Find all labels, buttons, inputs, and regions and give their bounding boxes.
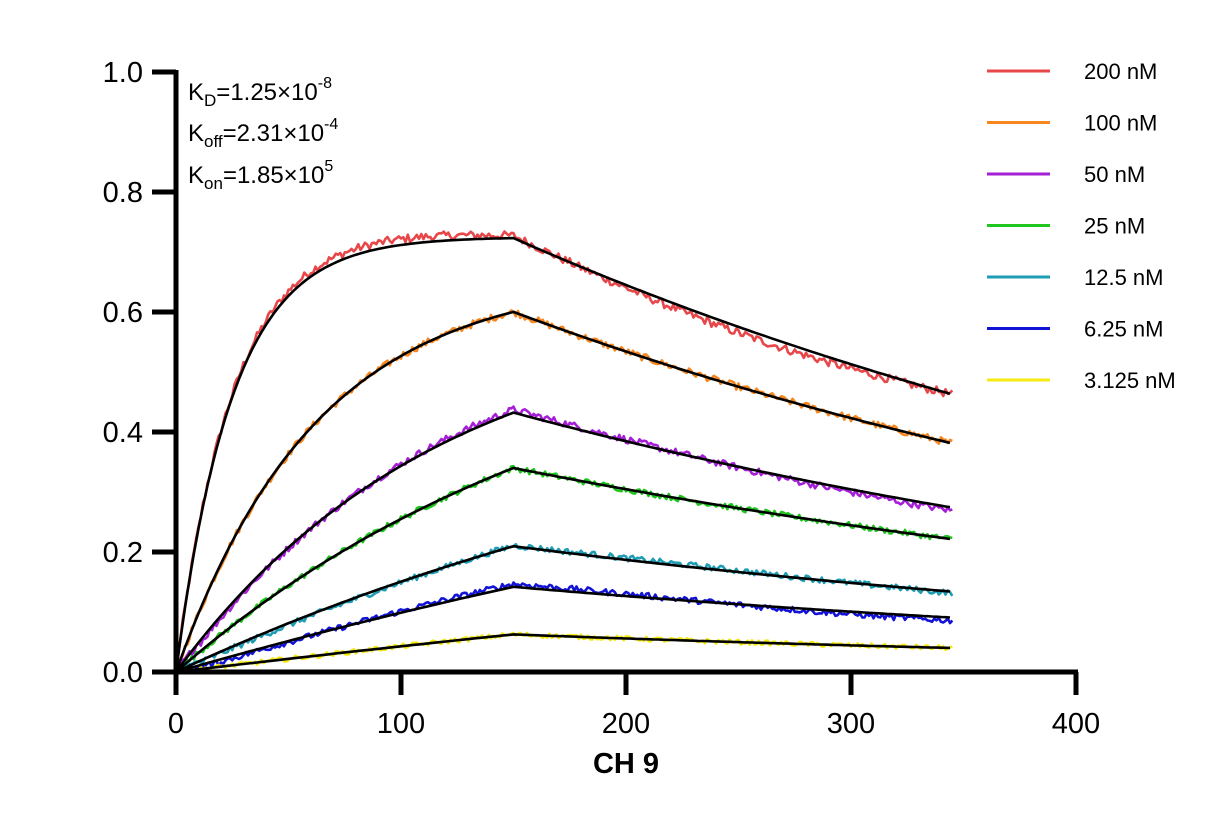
kd-annotation: KD=1.25×10-8	[188, 75, 332, 110]
y-tick-label: 0.8	[103, 177, 143, 209]
y-tick-label: 0.0	[103, 657, 143, 689]
koff-eq: =2.31×10	[223, 120, 324, 147]
kon-eq: =1.85×10	[223, 162, 324, 189]
fit-curve	[175, 544, 951, 674]
y-axis-ticks: 0.0 0.2 0.4 0.6 0.8 1.0	[103, 57, 176, 689]
x-tick-label: 400	[1052, 708, 1100, 740]
x-tick-label: 0	[168, 708, 184, 740]
x-axis-ticks: 0 100 200 300 400	[168, 672, 1100, 740]
fit-curves-overlay	[174, 236, 951, 674]
series-line-12_5-nM	[175, 542, 954, 674]
x-tick-label: 100	[377, 708, 425, 740]
koff-annotation: Koff=2.31×10-4	[188, 116, 338, 151]
y-tick-label: 0.2	[103, 537, 143, 569]
koff-sub: off	[204, 132, 223, 151]
kinetics-annotations: KD=1.25×10-8 Koff=2.31×10-4 Kon=1.85×105	[188, 75, 338, 193]
kon-exp: 5	[324, 158, 333, 175]
legend-label: 6.25 nM	[1084, 317, 1164, 342]
fit-curve	[174, 411, 951, 673]
legend-label: 100 nM	[1084, 111, 1157, 136]
x-axis-label: CH 9	[593, 748, 659, 780]
fit-curve	[175, 633, 951, 674]
legend-label: 25 nM	[1084, 214, 1145, 239]
fit-curve	[175, 585, 951, 674]
legend-label: 12.5 nM	[1084, 265, 1164, 290]
fit-curve	[175, 466, 951, 673]
kd-eq: =1.25×10	[216, 79, 317, 106]
kon-annotation: Kon=1.85×105	[188, 158, 333, 193]
y-tick-label: 0.4	[103, 417, 143, 449]
legend-label: 50 nM	[1084, 162, 1145, 187]
x-tick-label: 300	[827, 708, 875, 740]
kd-exp: -8	[318, 75, 332, 92]
koff-exp: -4	[324, 116, 338, 133]
y-tick-label: 1.0	[103, 57, 143, 89]
legend-label: 3.125 nM	[1084, 368, 1176, 393]
fit-curve	[174, 310, 951, 673]
koff-base: K	[188, 120, 204, 147]
legend: 200 nM 100 nM 50 nM 25 nM 12.5 nM 6.25 nM 3.12…	[987, 59, 1176, 393]
y-tick-label: 0.6	[103, 297, 143, 329]
x-tick-label: 200	[602, 708, 650, 740]
kd-base: K	[188, 79, 204, 106]
legend-label: 200 nM	[1084, 59, 1157, 84]
fit-curve	[174, 236, 951, 673]
kon-sub: on	[204, 174, 223, 193]
kon-base: K	[188, 162, 204, 189]
kd-sub: D	[204, 91, 216, 110]
series-lines	[174, 230, 954, 674]
